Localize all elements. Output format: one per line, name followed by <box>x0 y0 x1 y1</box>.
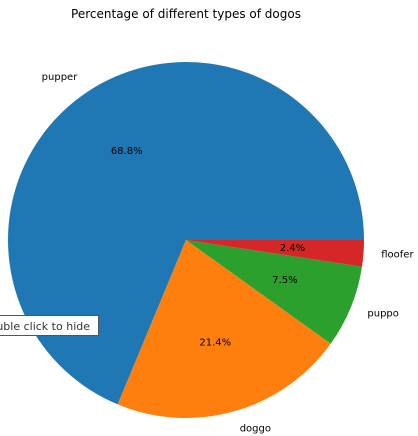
category-label-doggo: doggo <box>240 423 271 434</box>
hide-tooltip[interactable]: uble click to hide <box>0 315 99 336</box>
pie-slice-doggo <box>117 240 331 418</box>
category-label-pupper: pupper <box>42 72 79 83</box>
percent-label-puppo: 7.5% <box>272 275 297 286</box>
pie-slice-floofer <box>186 240 364 267</box>
pie-slices <box>8 61 365 418</box>
category-label-puppo: puppo <box>367 309 399 320</box>
percent-label-doggo: 21.4% <box>199 338 231 349</box>
pie-slice-puppo <box>186 240 362 344</box>
tooltip-text: uble click to hide <box>0 320 90 333</box>
pie-labels: pupper 68.8% doggo 21.4% puppo 7.5% floofer 2.4… <box>42 72 415 434</box>
category-label-floofer: floofer <box>381 250 414 261</box>
percent-label-pupper: 68.8% <box>111 146 143 157</box>
chart-title: Percentage of different types of dogos <box>71 7 301 21</box>
percent-label-floofer: 2.4% <box>280 243 305 254</box>
